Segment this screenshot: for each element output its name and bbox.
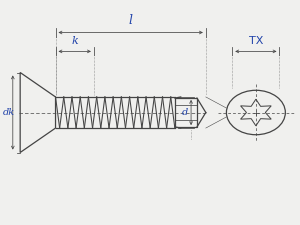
Text: k: k: [71, 36, 78, 46]
Text: dk: dk: [2, 108, 14, 117]
Text: d: d: [182, 108, 188, 117]
Text: l: l: [129, 14, 133, 27]
Text: TX: TX: [249, 36, 263, 46]
